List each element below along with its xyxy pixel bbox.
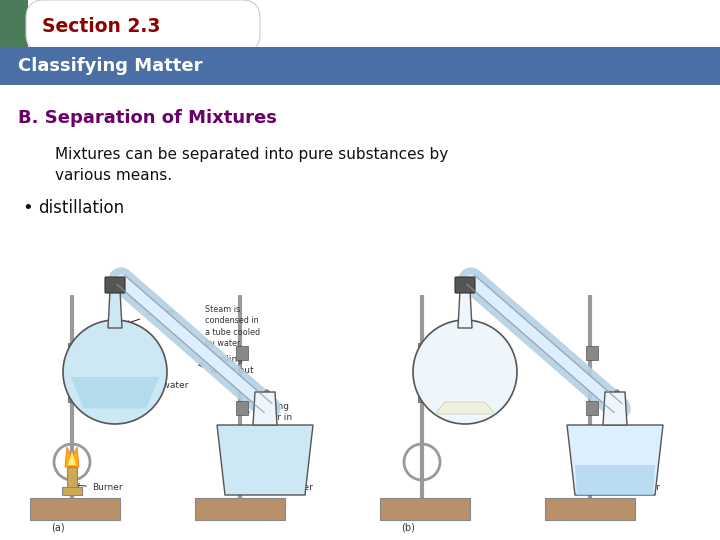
Bar (418, 388, 430, 402)
Circle shape (413, 320, 517, 424)
Bar (586, 346, 598, 360)
Polygon shape (603, 392, 627, 425)
Polygon shape (435, 402, 495, 414)
Bar (545, 498, 635, 520)
Text: Section 2.3: Section 2.3 (42, 17, 161, 36)
FancyBboxPatch shape (455, 277, 475, 293)
Text: Saltwater: Saltwater (84, 381, 189, 393)
Text: Steam is
condensed in
a tube cooled
by water.: Steam is condensed in a tube cooled by w… (205, 305, 260, 348)
Text: Cooling
water in: Cooling water in (244, 402, 292, 422)
Bar (67, 467, 77, 495)
Circle shape (63, 320, 167, 424)
Text: distillation: distillation (38, 199, 124, 217)
Bar (586, 401, 598, 415)
Bar (380, 498, 470, 520)
Bar (0, 47, 720, 85)
Text: •: • (22, 199, 32, 217)
Bar (0, 0, 28, 50)
Polygon shape (108, 290, 122, 328)
Bar (418, 343, 430, 357)
Text: Steam: Steam (126, 308, 174, 325)
Text: B. Separation of Mixtures: B. Separation of Mixtures (18, 109, 277, 127)
Bar (30, 498, 120, 520)
Text: various means.: various means. (55, 167, 172, 183)
Polygon shape (458, 290, 472, 328)
Bar (62, 487, 82, 495)
Polygon shape (253, 392, 277, 425)
Text: Pure
water: Pure water (614, 472, 661, 492)
Polygon shape (575, 465, 655, 495)
Text: Burner: Burner (76, 483, 122, 492)
Polygon shape (65, 447, 79, 467)
Text: (a): (a) (51, 522, 65, 532)
Polygon shape (68, 451, 76, 465)
Bar (236, 401, 248, 415)
Text: Cooling
water out: Cooling water out (199, 355, 253, 375)
Bar (68, 343, 80, 357)
FancyBboxPatch shape (105, 277, 125, 293)
Text: Classifying Matter: Classifying Matter (18, 57, 202, 75)
FancyBboxPatch shape (26, 0, 260, 52)
Text: (b): (b) (401, 522, 415, 532)
Polygon shape (567, 425, 663, 495)
Polygon shape (217, 425, 313, 495)
Polygon shape (71, 377, 159, 408)
Bar (195, 498, 285, 520)
Text: Mixtures can be separated into pure substances by: Mixtures can be separated into pure subs… (55, 147, 449, 163)
Text: Pure
water: Pure water (264, 472, 314, 492)
Text: Salt: Salt (452, 368, 495, 376)
Bar (236, 346, 248, 360)
Bar (68, 388, 80, 402)
